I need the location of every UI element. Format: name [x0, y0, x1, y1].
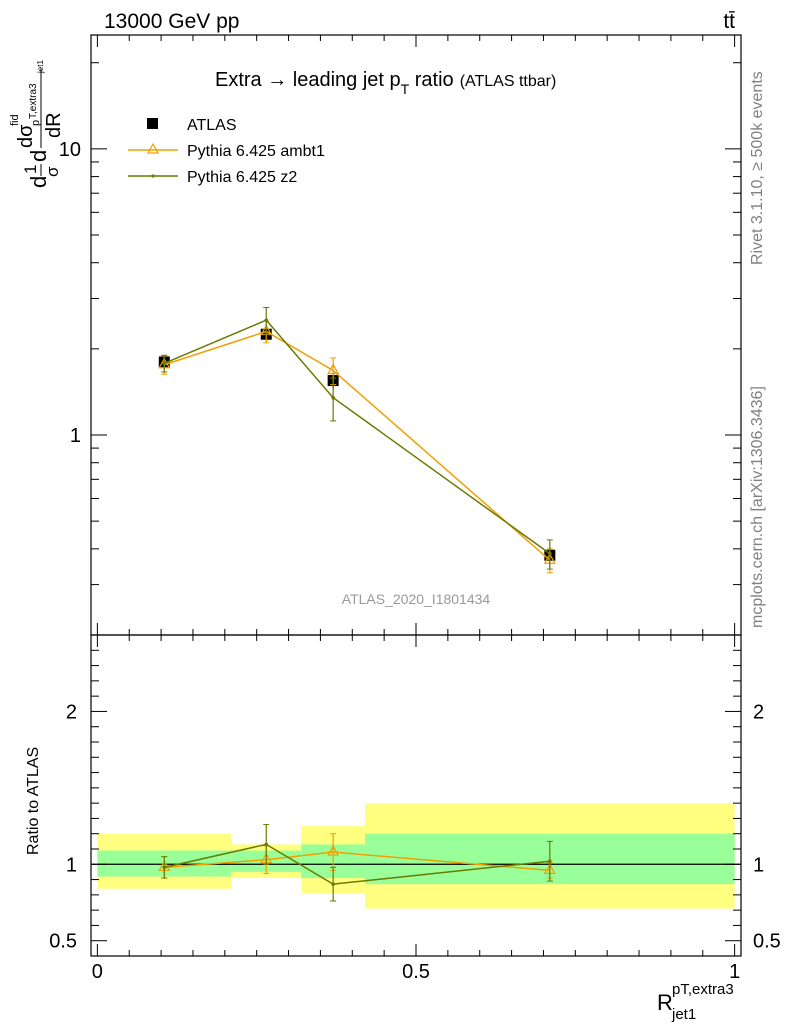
svg-text:pT,extra3: pT,extra3: [672, 981, 734, 998]
legend: ATLAS Pythia 6.425 ambt1 Pythia 6.425 z2: [128, 117, 325, 186]
svg-text:R: R: [657, 990, 673, 1015]
chart-title-main: Extra → leading jet p: [215, 69, 401, 91]
ratio-y-tick-label-right: 0.5: [753, 931, 781, 953]
svg-text:dσ: dσ: [15, 124, 37, 148]
legend-marker-atlas: [147, 118, 158, 129]
svg-text:d: d: [26, 176, 51, 188]
y-tick-label: 1: [70, 425, 81, 447]
main-panel: 1 10: [59, 34, 742, 636]
z2-main-point: [548, 551, 552, 556]
ratio-y-tick-label: 2: [66, 701, 77, 723]
x-tick-label: 0: [92, 961, 103, 983]
svg-text:p: p: [30, 120, 42, 126]
svg-text:T,extra3: T,extra3: [28, 83, 39, 119]
z2-ratio-line: [164, 843, 550, 885]
legend-label-ambt1: Pythia 6.425 ambt1: [187, 143, 325, 160]
ratio-y-tick-label-right: 2: [753, 701, 764, 723]
y-tick-label: 10: [59, 139, 81, 161]
ratio-y-tick-label-right: 1: [753, 854, 764, 876]
rivet-version-label: Rivet 3.1.10, ≥ 500k events: [749, 71, 766, 265]
x-axis-label: R pT,extra3 jet1: [657, 981, 734, 1023]
ratio-y-tick-label: 1: [66, 854, 77, 876]
analysis-label: ATLAS_2020_I1801434: [342, 591, 491, 607]
ratio-panel: 0 0.5 1 0.5 0.5 1 1 2 2: [49, 634, 781, 983]
header-right: tt̄: [723, 10, 735, 33]
svg-text:σ: σ: [43, 166, 62, 177]
ambt1-ratio-point: [327, 844, 340, 856]
legend-label-atlas: ATLAS: [187, 117, 237, 134]
z2-main-line: [163, 319, 551, 555]
z2-ratio-point: [331, 882, 335, 886]
chart-title: Extra → leading jet pT ratio (ATLAS ttbar…: [215, 69, 556, 97]
main-y-axis-label: d 1 σ d dσ fid p T,extra3 jet1 dR: [9, 60, 65, 188]
z2-main-point: [162, 361, 167, 366]
svg-text:jet1: jet1: [671, 1006, 696, 1023]
ratio-y-axis-label: Ratio to ATLAS: [25, 747, 42, 855]
legend-marker-z2: [151, 174, 155, 178]
chart-title-subscript: T: [401, 81, 410, 97]
ambt1-main-line: [164, 330, 551, 561]
svg-text:jet1: jet1: [36, 60, 45, 74]
chart-title-end: ratio: [409, 69, 453, 91]
z2-ratio-point: [162, 865, 167, 870]
svg-text:fid: fid: [9, 114, 21, 126]
header-left: 13000 GeV pp: [104, 10, 239, 33]
z2-ratio-point: [548, 859, 552, 864]
svg-text:1: 1: [21, 165, 40, 174]
svg-text:d: d: [26, 150, 51, 162]
mcplots-label: mcplots.cern.ch [arXiv:1306.3436]: [749, 386, 766, 628]
z2-ratio-point: [264, 842, 269, 847]
chart-title-small: (ATLAS ttbar): [460, 73, 557, 90]
ambt1-main-point: [327, 363, 340, 375]
z2-main-point: [264, 318, 269, 322]
z2-main-point: [331, 395, 335, 400]
ratio-y-tick-label: 0.5: [49, 931, 77, 953]
x-tick-label: 1: [729, 961, 740, 983]
ambt1-ratio-line: [164, 851, 550, 872]
x-tick-label: 0.5: [402, 961, 430, 983]
legend-marker-ambt1: [146, 142, 160, 154]
legend-label-z2: Pythia 6.425 z2: [187, 169, 297, 186]
svg-text:dR: dR: [43, 112, 65, 138]
